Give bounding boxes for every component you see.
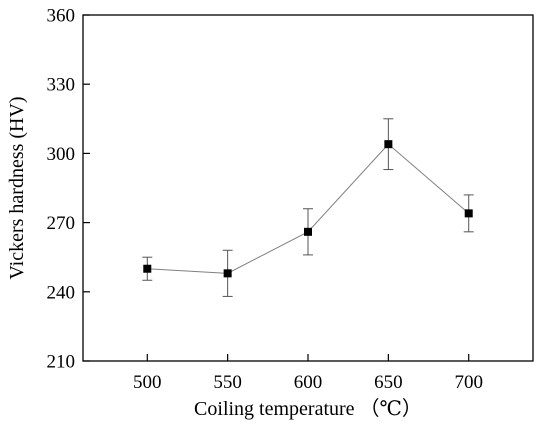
- y-tick-label: 210: [47, 352, 76, 373]
- y-tick-label: 330: [47, 75, 76, 96]
- data-point: [464, 209, 473, 218]
- data-point: [384, 140, 393, 149]
- plot-frame: [82, 14, 534, 362]
- y-tick-label: 240: [47, 282, 76, 303]
- plot-marks: [142, 118, 474, 297]
- x-tick-label: 700: [454, 372, 483, 393]
- data-point: [223, 269, 232, 278]
- data-point: [143, 264, 152, 273]
- y-tick-label: 300: [47, 144, 76, 165]
- x-axis-label: Coiling temperature （℃）: [194, 397, 422, 420]
- y-tick-label: 360: [47, 6, 76, 27]
- y-axis: 210 240 270 300 330 360: [47, 6, 90, 373]
- data-point: [304, 227, 312, 236]
- x-tick-label: 550: [213, 372, 242, 393]
- x-tick-label: 500: [133, 372, 162, 393]
- y-tick-label: 270: [47, 213, 76, 234]
- x-tick-label: 650: [374, 372, 403, 393]
- y-axis-label: Vickers hardness (HV): [6, 96, 28, 279]
- x-axis: 500 550 600 650 700: [133, 354, 483, 393]
- x-tick-label: 600: [294, 372, 323, 393]
